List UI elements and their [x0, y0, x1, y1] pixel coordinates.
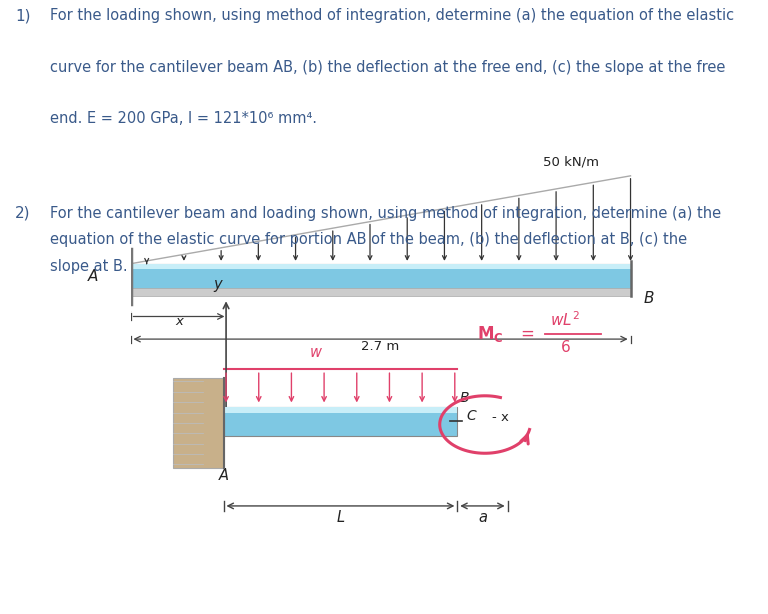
Text: end. E = 200 GPa, I = 121*10⁶ mm⁴.: end. E = 200 GPa, I = 121*10⁶ mm⁴. [50, 111, 317, 126]
Text: equation of the elastic curve for portion AB of the beam, (b) the deflection at : equation of the elastic curve for portio… [50, 232, 687, 247]
Text: 6: 6 [561, 340, 571, 356]
Text: 2): 2) [15, 206, 31, 221]
Bar [131, 264, 631, 270]
Text: - x: - x [492, 411, 509, 424]
Bar [131, 289, 631, 296]
Text: L: L [336, 510, 345, 525]
Text: A: A [88, 269, 98, 284]
Text: 50 kN/m: 50 kN/m [544, 156, 599, 169]
Bar [223, 407, 457, 413]
Text: x: x [175, 315, 183, 328]
Text: a: a [478, 510, 487, 525]
Text: slope at B.: slope at B. [50, 258, 127, 274]
Text: =: = [520, 325, 534, 343]
Bar [131, 264, 631, 289]
Text: For the loading shown, using method of integration, determine (a) the equation o: For the loading shown, using method of i… [50, 8, 734, 23]
Text: A: A [219, 468, 229, 483]
Text: $wL^2$: $wL^2$ [551, 311, 580, 330]
Bar [223, 407, 457, 436]
Text: B: B [460, 391, 469, 405]
Text: For the cantilever beam and loading shown, using method of integration, determin: For the cantilever beam and loading show… [50, 206, 721, 221]
Text: w: w [310, 346, 321, 360]
Text: $\mathbf{M_C}$: $\mathbf{M_C}$ [478, 324, 504, 343]
Text: 1): 1) [15, 8, 31, 23]
Text: B: B [644, 292, 654, 306]
Text: curve for the cantilever beam AB, (b) the deflection at the free end, (c) the sl: curve for the cantilever beam AB, (b) th… [50, 60, 725, 75]
Text: C: C [466, 409, 476, 422]
Text: y: y [214, 277, 222, 292]
Text: 2.7 m: 2.7 m [362, 340, 399, 354]
Bar [174, 378, 223, 468]
